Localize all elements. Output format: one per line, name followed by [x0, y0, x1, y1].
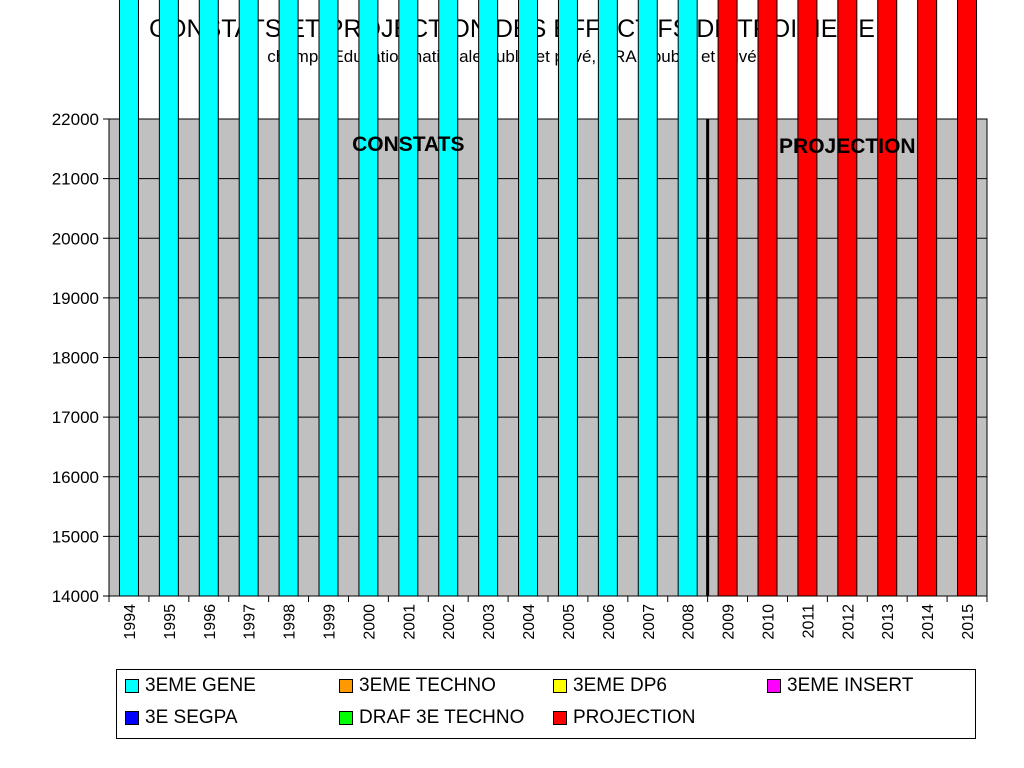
y-tick-label: 21000 — [52, 170, 99, 189]
y-tick-label: 15000 — [52, 527, 99, 546]
y-tick-label: 20000 — [52, 229, 99, 248]
x-tick-label: 2004 — [521, 604, 538, 640]
region-label-constats: CONSTATS — [352, 133, 464, 156]
bar-segment — [677, 0, 698, 597]
x-tick-label: 1995 — [162, 604, 179, 640]
legend-swatch — [767, 679, 781, 693]
y-tick-label: 22000 — [52, 110, 99, 129]
y-tick-label: 18000 — [52, 349, 99, 368]
bar-segment — [637, 0, 658, 597]
chart-title: CONSTATS ET PROJECTION DES EFFECTIFS DE … — [148, 15, 875, 43]
legend-item: 3EME DP6 — [553, 675, 667, 697]
x-tick-label: 2007 — [641, 604, 658, 640]
bar-segment — [717, 0, 738, 597]
bar-segment — [757, 0, 778, 597]
legend-item: 3EME GENE — [125, 675, 256, 697]
x-tick-label: 2012 — [840, 604, 857, 640]
legend-swatch — [125, 711, 139, 725]
bar-segment — [518, 0, 539, 597]
legend-item: 3EME TECHNO — [339, 675, 496, 697]
y-tick-label: 16000 — [52, 468, 99, 487]
y-tick-label: 17000 — [52, 408, 99, 427]
bar-segment — [557, 0, 578, 597]
bar-segment — [478, 0, 499, 597]
bar-segment — [597, 0, 618, 597]
legend-swatch — [553, 711, 567, 725]
legend-label: DRAF 3E TECHNO — [359, 707, 525, 728]
y-tick-label: 19000 — [52, 289, 99, 308]
legend-label: 3EME DP6 — [573, 675, 667, 696]
x-tick-label: 2013 — [880, 604, 897, 640]
x-tick-label: 2014 — [920, 604, 937, 640]
legend-swatch — [339, 711, 353, 725]
x-tick-label: 2011 — [800, 604, 817, 639]
bar-segment — [877, 0, 898, 597]
bar-segment — [837, 0, 858, 597]
chart-legend: 3EME GENE 3EME TECHNO 3EME DP6 3EME INSERT 3… — [116, 669, 976, 739]
region-label-projection: PROJECTION — [779, 135, 916, 158]
bar-segment — [438, 0, 459, 597]
bar-segment — [238, 0, 259, 597]
x-tick-label: 2005 — [561, 604, 578, 640]
bar-segment — [398, 0, 419, 597]
bar-segment — [278, 0, 299, 597]
legend-item: 3E SEGPA — [125, 707, 238, 729]
legend-label: 3EME INSERT — [787, 675, 914, 696]
bar-segment — [118, 0, 139, 597]
legend-label: 3E SEGPA — [145, 707, 238, 728]
legend-item: DRAF 3E TECHNO — [339, 707, 524, 729]
bar-segment — [797, 0, 818, 597]
x-tick-label: 2008 — [681, 604, 698, 640]
x-tick-label: 2015 — [960, 604, 977, 640]
legend-swatch — [553, 679, 567, 693]
legend-swatch — [339, 679, 353, 693]
x-tick-label: 2009 — [721, 604, 738, 640]
legend-item: 3EME INSERT — [767, 675, 913, 697]
x-tick-label: 2000 — [361, 604, 378, 640]
legend-label: 3EME TECHNO — [359, 675, 496, 696]
x-tick-label: 1996 — [202, 604, 219, 640]
x-tick-label: 2003 — [481, 604, 498, 640]
bar-segment — [158, 0, 179, 597]
x-tick-label: 1994 — [122, 604, 139, 640]
legend-item: PROJECTION — [553, 707, 695, 729]
bar-segment — [957, 0, 978, 597]
y-tick-label: 14000 — [52, 587, 99, 606]
x-tick-label: 2010 — [761, 604, 778, 640]
bar-segment — [198, 0, 219, 597]
legend-swatch — [125, 679, 139, 693]
x-tick-label: 2001 — [401, 604, 418, 640]
chart-subtitle: champ : Education nationale public et pr… — [267, 47, 757, 66]
x-tick-label: 2006 — [601, 604, 618, 640]
legend-label: PROJECTION — [573, 707, 696, 728]
bar-segment — [358, 0, 379, 597]
bar-segment — [318, 0, 339, 597]
x-tick-label: 1997 — [242, 604, 259, 640]
legend-label: 3EME GENE — [145, 675, 256, 696]
bar-segment — [917, 0, 938, 597]
x-tick-label: 1999 — [322, 604, 339, 640]
x-tick-label: 1998 — [282, 604, 299, 640]
x-tick-label: 2002 — [441, 604, 458, 640]
